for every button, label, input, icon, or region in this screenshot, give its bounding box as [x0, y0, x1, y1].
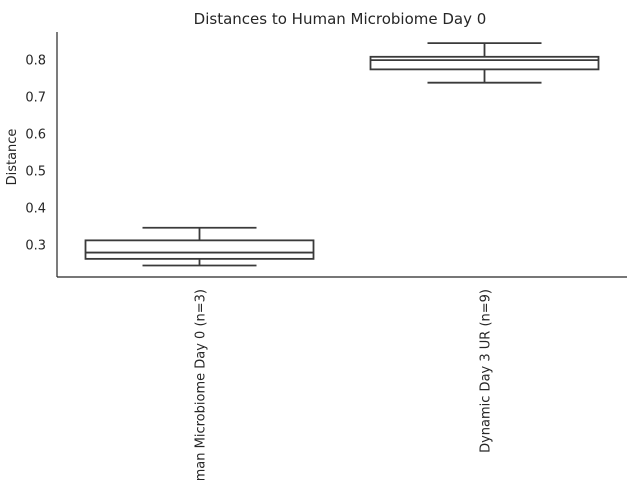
- iqr-box: [84, 239, 315, 260]
- y-axis-label: Distance: [5, 129, 20, 186]
- y-tick-label: 0.7: [25, 90, 46, 105]
- x-tick-label: Dynamic Day 3 UR (n=9): [479, 289, 494, 453]
- x-axis: Human Microbiome Day 0 (n=3) Dynamic Day …: [194, 289, 494, 480]
- box-2: [369, 42, 600, 84]
- chart-title: Distances to Human Microbiome Day 0: [194, 10, 487, 28]
- y-tick-label: 0.8: [25, 53, 46, 68]
- y-tick-label: 0.6: [25, 127, 46, 142]
- box-1: [84, 226, 315, 267]
- iqr-box: [369, 55, 600, 71]
- box-series: [84, 42, 600, 267]
- y-tick-label: 0.3: [25, 238, 46, 253]
- x-tick-label: Human Microbiome Day 0 (n=3): [194, 289, 209, 480]
- y-tick-label: 0.5: [25, 164, 46, 179]
- y-tick-label: 0.4: [25, 201, 46, 216]
- y-axis: 0.3 0.4 0.5 0.6 0.7 0.8: [25, 53, 46, 253]
